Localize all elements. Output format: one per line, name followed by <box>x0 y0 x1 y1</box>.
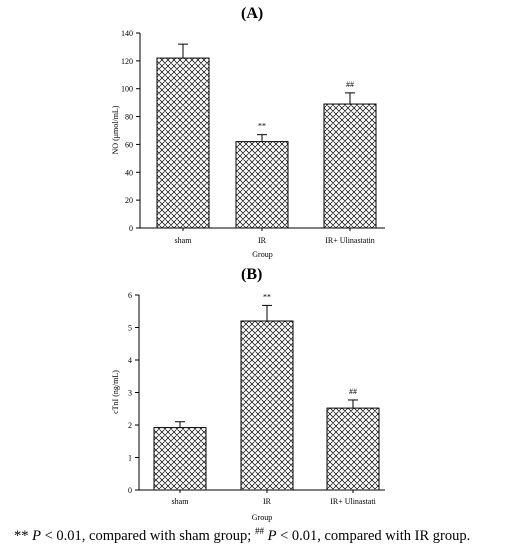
category-label: IR+ Ulinastatin <box>325 236 375 245</box>
y-tick-label: 0 <box>129 224 133 233</box>
y-tick-label: 5 <box>128 324 132 333</box>
category-label: sham <box>172 497 190 506</box>
y-axis-label: cTnI (ng/mL) <box>111 370 120 414</box>
y-tick-label: 140 <box>121 29 133 38</box>
bar-ir-ulinastati <box>326 407 380 491</box>
footnote-stars: ** <box>14 527 33 544</box>
y-tick-label: 2 <box>128 421 132 430</box>
x-axis-label: Group <box>252 513 272 522</box>
significance-mark: ** <box>263 292 271 301</box>
chart-a: 0 20 40 60 80 100 120 140 sham ** IR ## IR+ Ulinasta… <box>111 29 385 259</box>
y-tick-label: 1 <box>128 454 132 463</box>
chart-b: 0 1 2 3 4 5 6 sham ** IR ## IR+ Ulinastati Group cTnI… <box>111 291 385 522</box>
y-tick-label: 4 <box>128 356 132 365</box>
y-tick-label: 100 <box>121 85 133 94</box>
bar-ir <box>235 141 289 229</box>
panel-b-title: (B) <box>241 266 263 283</box>
y-tick-label: 80 <box>125 113 133 122</box>
footnote-p-2: P <box>263 527 277 544</box>
footnote-text-1: < 0.01, compared with sham group; <box>40 527 255 544</box>
y-tick-label: 6 <box>128 291 132 300</box>
significance-mark: ## <box>349 387 357 396</box>
category-label: IR <box>263 497 272 506</box>
footnote-hash: ## <box>254 526 264 536</box>
bar-ir <box>240 320 294 491</box>
y-tick-label: 3 <box>128 389 132 398</box>
category-label: IR <box>258 236 267 245</box>
bar-sham <box>153 427 207 491</box>
significance-mark: ## <box>346 80 354 89</box>
y-tick-label: 40 <box>125 168 133 177</box>
y-axis-label: NO (μmol/mL) <box>111 105 120 154</box>
y-tick-label: 20 <box>125 196 133 205</box>
y-tick-label: 120 <box>121 57 133 66</box>
panel-a-title: (A) <box>241 5 264 22</box>
category-label: IR+ Ulinastati <box>330 497 376 506</box>
bar-ir-ulinastatin <box>323 103 377 229</box>
footnote-text-2: < 0.01, compared with IR group. <box>276 527 471 544</box>
x-axis-label: Group <box>252 250 272 259</box>
y-tick-label: 60 <box>125 140 133 149</box>
footnote: ** P < 0.01, compared with sham group; #… <box>14 526 470 545</box>
y-tick-label: 0 <box>128 486 132 495</box>
category-label: sham <box>175 236 193 245</box>
significance-mark: ** <box>258 122 266 131</box>
footnote-p-1: P <box>32 527 41 544</box>
